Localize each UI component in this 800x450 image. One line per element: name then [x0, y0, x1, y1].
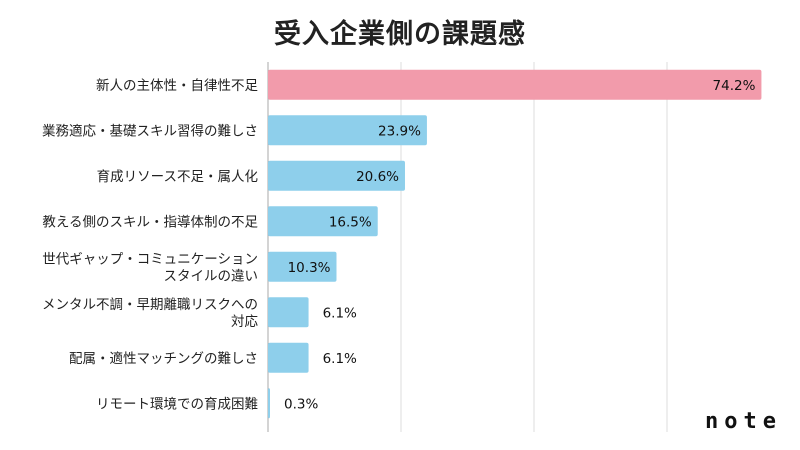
value-label: 16.5%: [329, 214, 372, 230]
bar: [268, 251, 337, 282]
bar: [268, 206, 378, 237]
category-label: 育成リソース不足・属人化: [97, 169, 258, 185]
value-label: 74.2%: [713, 78, 756, 94]
note-logo: note: [705, 409, 782, 434]
value-label: 10.3%: [288, 260, 331, 276]
bar: [268, 69, 762, 100]
value-label: 20.6%: [356, 169, 399, 185]
category-label: リモート環境での育成困難: [96, 396, 258, 412]
category-labels: 新人の主体性・自律性不足業務適応・基礎スキル習得の難しさ育成リソース不足・属人化…: [42, 78, 258, 413]
category-label: 教える側のスキル・指導体制の不足: [42, 214, 258, 230]
category-label: スタイルの違い: [164, 268, 259, 284]
bar: [268, 160, 405, 191]
chart-title: 受入企業側の課題感: [274, 19, 526, 50]
bar: [268, 297, 309, 328]
bar: [268, 342, 309, 373]
category-label: 世代ギャップ・コミュニケーション: [42, 251, 258, 267]
value-label: 6.1%: [323, 351, 357, 367]
bar: [268, 115, 427, 146]
category-label: 対応: [231, 314, 258, 330]
value-label: 23.9%: [378, 123, 421, 139]
value-labels: 74.2% 23.9% 20.6% 16.5% 10.3% 6.1% 6.1% 0.3%: [284, 78, 756, 413]
bar: [268, 388, 270, 419]
category-label: 業務適応・基礎スキル習得の難しさ: [42, 122, 258, 139]
category-label: メンタル不調・早期離職リスクへの: [42, 297, 258, 313]
category-label: 配属・適性マッチングの難しさ: [69, 350, 258, 367]
category-label: 新人の主体性・自律性不足: [96, 78, 258, 94]
bars: [268, 69, 762, 419]
value-label: 6.1%: [323, 305, 357, 321]
value-label: 0.3%: [284, 396, 318, 412]
